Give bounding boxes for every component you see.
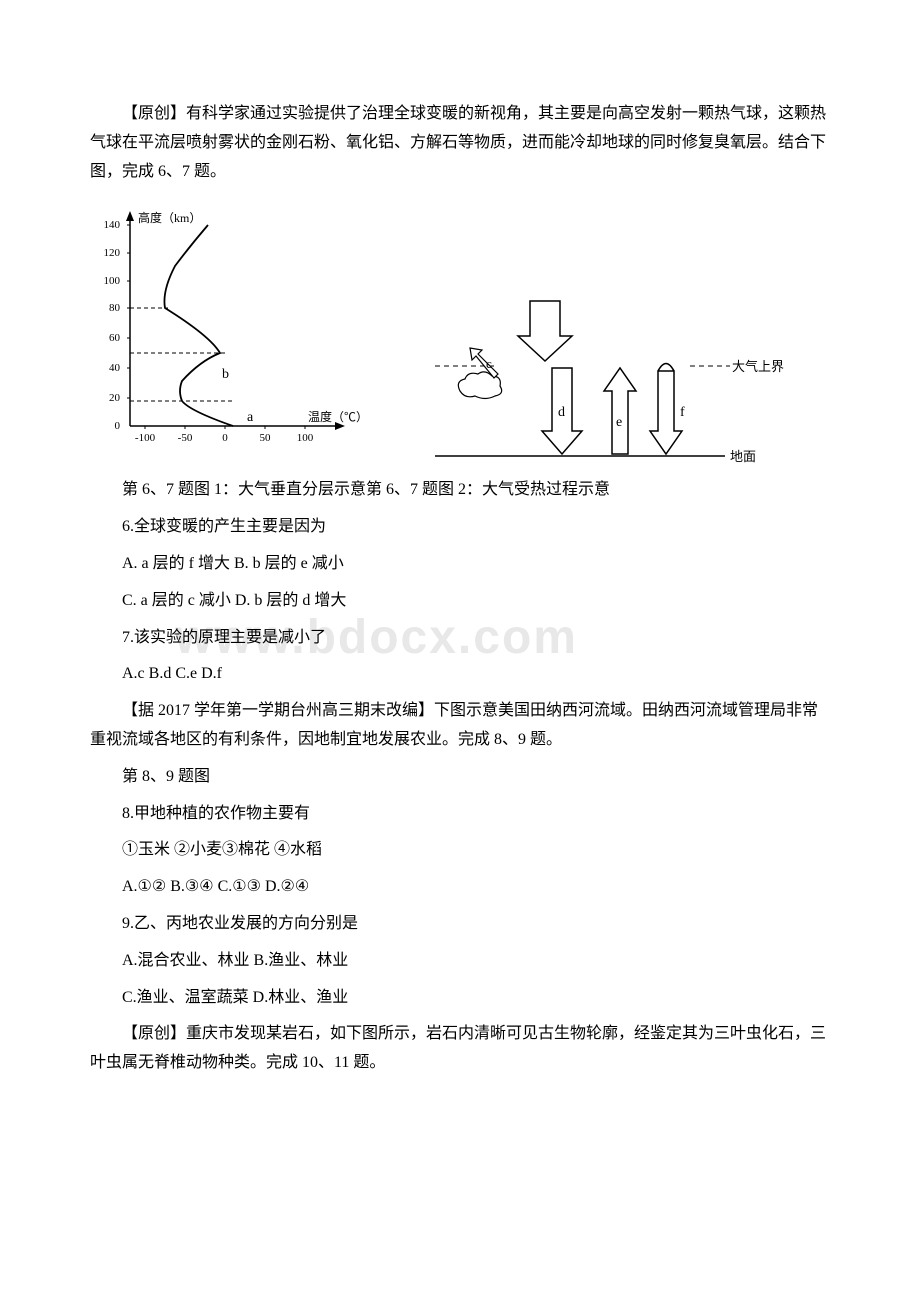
svg-text:100: 100 — [104, 275, 121, 287]
svg-text:140: 140 — [104, 219, 121, 231]
label-a: a — [247, 410, 254, 425]
intro-q10-11: 【原创】重庆市发现某岩石，如下图所示，岩石内清晰可见古生物轮廓，经鉴定其为三叶虫… — [90, 1020, 830, 1078]
svg-text:40: 40 — [109, 362, 121, 374]
figure-row-6-7: 0 20 40 60 80 100 120 140 — [90, 206, 830, 456]
y-axis-label: 高度（km） — [138, 210, 201, 225]
x-axis-label: 温度（℃） — [308, 409, 368, 424]
q6-options-ab: A. a 层的 f 增大 B. b 层的 e 减小 — [90, 550, 830, 579]
chart-heating-process: 地面 大气上界 d e f c — [430, 296, 770, 456]
ground-label: 地面 — [730, 449, 756, 464]
figure-caption-8-9: 第 8、9 题图 — [90, 763, 830, 792]
intro-q8-9: 【据 2017 学年第一学期台州高三期末改编】下图示意美国田纳西河流域。田纳西河… — [90, 697, 830, 755]
q7-options: A.c B.d C.e D.f — [90, 660, 830, 689]
svg-text:0: 0 — [115, 420, 121, 432]
svg-text:100: 100 — [297, 432, 314, 444]
figure-caption-6-7: 第 6、7 题图 1：大气垂直分层示意第 6、7 题图 2：大气受热过程示意 — [90, 476, 830, 505]
q6: 6.全球变暖的产生主要是因为 — [90, 513, 830, 542]
q9-options-cd: C.渔业、温室蔬菜 D.林业、渔业 — [90, 984, 830, 1013]
svg-text:20: 20 — [109, 392, 121, 404]
svg-text:80: 80 — [109, 302, 121, 314]
q6-options-cd: C. a 层的 c 减小 D. b 层的 d 增大 — [90, 587, 830, 616]
top-boundary-label: 大气上界 — [732, 359, 784, 374]
q9-options-ab: A.混合农业、林业 B.渔业、林业 — [90, 947, 830, 976]
arrow-c-label: c — [486, 356, 492, 371]
intro-q6-7: 【原创】有科学家通过实验提供了治理全球变暖的新视角，其主要是向高空发射一颗热气球… — [90, 100, 830, 186]
svg-text:0: 0 — [222, 432, 228, 444]
arrow-f-label: f — [680, 405, 685, 420]
svg-text:50: 50 — [260, 432, 272, 444]
svg-text:60: 60 — [109, 332, 121, 344]
label-b: b — [222, 367, 229, 382]
document-content: 【原创】有科学家通过实验提供了治理全球变暖的新视角，其主要是向高空发射一颗热气球… — [90, 100, 830, 1078]
q9: 9.乙、丙地农业发展的方向分别是 — [90, 910, 830, 939]
arrow-e-label: e — [616, 415, 622, 430]
q8: 8.甲地种植的农作物主要有 — [90, 800, 830, 829]
q7: 7.该实验的原理主要是减小了 — [90, 624, 830, 653]
q8-items: ①玉米 ②小麦③棉花 ④水稻 — [90, 836, 830, 865]
svg-text:-50: -50 — [178, 432, 193, 444]
svg-text:120: 120 — [104, 247, 121, 259]
arrow-d-label: d — [558, 405, 565, 420]
svg-text:-100: -100 — [135, 432, 156, 444]
q8-options: A.①② B.③④ C.①③ D.②④ — [90, 873, 830, 902]
chart-atmosphere-layers: 0 20 40 60 80 100 120 140 — [90, 206, 370, 456]
